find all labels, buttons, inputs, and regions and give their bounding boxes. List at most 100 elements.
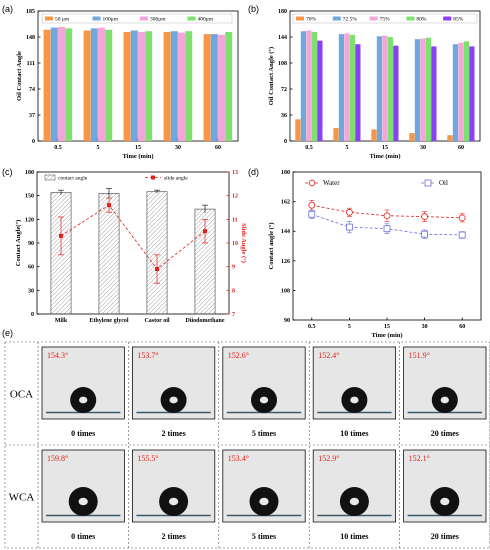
legend-swatch xyxy=(332,16,341,21)
contact-angle-label: 152.1° xyxy=(409,454,430,463)
bar xyxy=(458,42,464,141)
x-tick-label: 60 xyxy=(215,145,221,151)
abrasion-times-label: 0 times xyxy=(71,429,95,438)
panel-label-e: (e) xyxy=(2,328,13,338)
bar xyxy=(65,28,73,141)
legend-swatch xyxy=(92,16,101,21)
y-tick-label: 150 xyxy=(25,194,34,200)
legend-swatch xyxy=(187,16,196,21)
droplet-highlight xyxy=(349,497,360,506)
legend-label: 100μm xyxy=(103,16,119,22)
x-axis-title: Time (min) xyxy=(371,332,402,339)
y2-tick-label: 7 xyxy=(232,312,235,318)
legend-label: 400μm xyxy=(198,16,214,22)
bar xyxy=(50,27,58,141)
bar xyxy=(387,37,394,141)
y-tick-label: 180 xyxy=(278,9,287,15)
droplet-highlight xyxy=(168,497,179,506)
panel-e-photo-grid: OCA 154.3° 0 times 153.7° 2 times 152.6° 5 tim… xyxy=(4,341,490,549)
x-tick-label: 0.5 xyxy=(308,324,316,330)
x-axis-title: Time (min) xyxy=(122,153,153,160)
x-tick-label: 60 xyxy=(459,324,465,330)
x-tick-label: 30 xyxy=(422,324,428,330)
contact-angle-label: 152.9° xyxy=(318,454,339,463)
y-tick-label: 0 xyxy=(284,139,287,145)
contact-angle-label: 152.6° xyxy=(228,351,249,360)
slide-angle-point xyxy=(59,233,63,238)
abrasion-times-label: 20 times xyxy=(431,429,459,438)
y-axis-title: Contact angle (°) xyxy=(268,222,275,269)
legend-swatch xyxy=(140,16,148,21)
abrasion-times-label: 5 times xyxy=(252,532,276,541)
bar xyxy=(300,31,307,141)
bar xyxy=(355,44,361,141)
bar xyxy=(218,34,225,142)
legend-swatch xyxy=(443,16,452,21)
legend-swatch xyxy=(45,16,53,21)
legend-swatch xyxy=(296,16,304,21)
droplet-highlight xyxy=(440,497,450,506)
slide-angle-point xyxy=(203,229,207,234)
row-label: WCA xyxy=(9,492,35,504)
contact-angle-label: 152.4° xyxy=(318,351,339,360)
x-tick-label: Milk xyxy=(55,318,68,324)
bar xyxy=(463,41,470,142)
panel-label-d: (d) xyxy=(248,167,259,177)
y-tick-label: 162 xyxy=(281,200,290,206)
bar xyxy=(425,37,432,141)
y-tick-label: 37 xyxy=(29,113,35,119)
bar xyxy=(170,31,178,141)
legend-box xyxy=(41,13,233,24)
y-tick-label: 0 xyxy=(32,139,35,145)
oil-point xyxy=(308,210,316,218)
y-tick-label: 185 xyxy=(26,9,35,15)
y-tick-label: 90 xyxy=(28,241,34,247)
x-tick-label: 0.5 xyxy=(54,145,62,151)
panel-label-a: (a) xyxy=(2,4,13,14)
bar xyxy=(163,31,171,142)
droplet-highlight xyxy=(440,396,449,404)
bar xyxy=(344,33,350,142)
y2-axis-title: Slide Angle (°) xyxy=(240,223,247,263)
y2-tick-label: 12 xyxy=(232,194,238,200)
x-tick-label: 5 xyxy=(348,324,351,330)
y-tick-label: 0 xyxy=(31,312,34,318)
bar xyxy=(295,119,301,141)
y-tick-label: 120 xyxy=(25,217,34,223)
legend-label: 50 μm xyxy=(55,16,70,22)
y-tick-label: 144 xyxy=(281,229,290,235)
x-tick-label: 5 xyxy=(97,145,100,151)
x-tick-label: 60 xyxy=(458,145,464,151)
legend-label: contact angle xyxy=(58,176,88,182)
legend-label: 75% xyxy=(380,16,391,22)
bar xyxy=(376,36,383,141)
legend-label: Oil xyxy=(439,179,448,187)
legend-label: slide angle xyxy=(164,176,188,182)
bar xyxy=(371,129,377,141)
bar xyxy=(420,38,426,141)
legend-box xyxy=(292,13,478,24)
chart-a: 0 37 74 111 148 185 0.5 5 15 30 60 Time (min) Oil Co… xyxy=(16,9,239,160)
y-tick-label: 74 xyxy=(29,87,35,93)
legend-label: 70% xyxy=(306,16,317,22)
bar xyxy=(138,31,145,142)
chart-b: 0 36 72 108 144 180 0.5 5 15 30 60 Time (min) Oil Co… xyxy=(268,9,481,160)
bar xyxy=(317,40,323,141)
water-point xyxy=(308,201,316,209)
droplet-highlight xyxy=(78,497,88,506)
legend-label: 80% xyxy=(416,16,427,22)
oil-point xyxy=(383,225,391,233)
bar xyxy=(382,35,388,141)
y-tick-label: 144 xyxy=(278,35,287,41)
oil-point xyxy=(421,230,429,238)
y2-tick-label: 8 xyxy=(232,288,235,294)
bar xyxy=(349,34,356,142)
x-tick-label: 30 xyxy=(420,145,426,151)
bar xyxy=(447,135,453,141)
bar xyxy=(105,29,113,141)
contact-angle-label: 154.3° xyxy=(47,351,68,360)
legend-swatch xyxy=(406,16,415,21)
y-tick-label: 180 xyxy=(25,170,34,176)
bar xyxy=(146,191,168,315)
